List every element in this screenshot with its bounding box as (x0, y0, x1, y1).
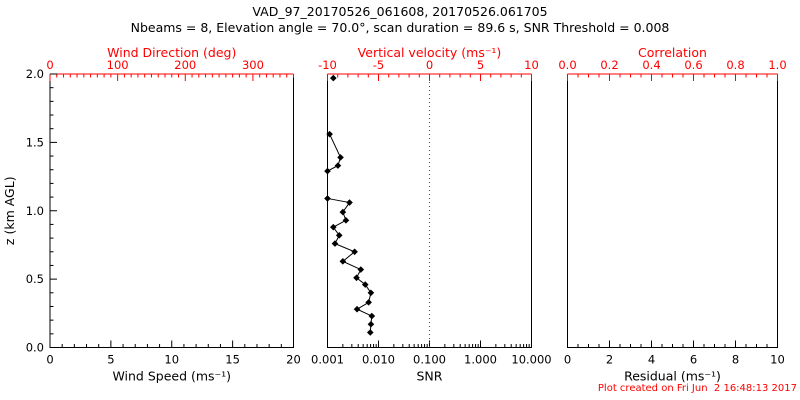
snr-data-point-marker (335, 232, 343, 239)
svg-text:2: 2 (606, 353, 613, 367)
svg-text:0.5: 0.5 (26, 272, 44, 286)
snr-profile-mid-line (327, 133, 342, 172)
wind-top-axis-title: Wind Direction (deg) (107, 45, 236, 60)
wind-frame (49, 74, 294, 348)
svg-text:15: 15 (225, 353, 240, 367)
wind-top-axis-ticks: 0 100 200 300 (46, 58, 294, 81)
snr-data-point-marker (366, 329, 374, 336)
svg-text:200: 200 (174, 58, 196, 72)
svg-text:0.100: 0.100 (413, 353, 446, 367)
snr-data-point-marker (346, 199, 353, 206)
panel-residual: 0 2 4 6 8 10 Residual (ms⁻¹) 0.0 0.2 0.4 0.6 0.8 1.0… (558, 45, 786, 384)
svg-text:0: 0 (426, 58, 433, 72)
snr-data-point-marker (353, 274, 360, 282)
wind-bottom-axis-ticks: 0 5 10 15 20 (46, 340, 301, 367)
svg-text:0: 0 (564, 353, 571, 367)
wind-bottom-axis-title: Wind Speed (ms⁻¹) (112, 369, 231, 384)
snr-data-point-marker (353, 305, 361, 313)
snr-data-point-marker (368, 312, 376, 320)
svg-text:0.001: 0.001 (311, 353, 344, 367)
plot-subtitle: Nbeams = 8, Elevation angle = 70.0°, sca… (130, 20, 670, 35)
svg-text:300: 300 (242, 58, 264, 72)
residual-bottom-axis-title: Residual (ms⁻¹) (624, 369, 721, 384)
snr-data-point-marker (324, 167, 331, 175)
plot-created-timestamp: Plot created on Fri Jun 2 16:48:13 2017 (597, 383, 797, 394)
panel-snr: 0.001 0.010 0.100 1.000 10.000 SNR -10 -5 0 5 10 Ve… (311, 45, 552, 384)
snr-data-point-marker (334, 162, 342, 169)
snr-bottom-axis-ticks: 0.001 0.010 0.100 1.000 10.000 (311, 340, 552, 367)
snr-data-point-marker (339, 258, 347, 265)
svg-text:10.000: 10.000 (511, 353, 551, 367)
snr-data-point-marker (367, 289, 375, 297)
svg-text:100: 100 (107, 58, 129, 72)
snr-data-point-marker (330, 74, 337, 82)
plot-title: VAD_97_20170526_061608, 20170526.061705 (252, 4, 548, 19)
svg-text:20: 20 (286, 353, 301, 367)
svg-text:5: 5 (107, 353, 114, 367)
svg-text:0.8: 0.8 (726, 58, 744, 72)
snr-bottom-axis-title: SNR (417, 369, 443, 384)
svg-text:-10: -10 (318, 58, 337, 72)
svg-text:-5: -5 (373, 58, 384, 72)
snr-data-point-marker (367, 320, 375, 328)
svg-text:2.0: 2.0 (26, 67, 44, 81)
snr-data-point-marker (337, 154, 344, 161)
svg-text:1.5: 1.5 (26, 135, 44, 149)
snr-profile-mid (324, 130, 344, 175)
svg-text:0: 0 (46, 353, 53, 367)
svg-text:0.6: 0.6 (684, 58, 702, 72)
svg-text:0: 0 (46, 58, 53, 72)
snr-data-point-marker (326, 130, 333, 138)
snr-data-point-marker (361, 281, 369, 288)
snr-data-point-marker (339, 208, 347, 216)
svg-text:0.010: 0.010 (362, 353, 395, 367)
residual-bottom-axis-ticks: 0 2 4 6 8 10 (564, 340, 785, 367)
residual-frame (567, 74, 778, 348)
svg-text:0.2: 0.2 (600, 58, 618, 72)
snr-data-point-marker (351, 248, 358, 256)
svg-text:10: 10 (524, 58, 539, 72)
residual-top-axis-title: Correlation (638, 45, 707, 60)
snr-top-axis-ticks: -10 -5 0 5 10 (318, 58, 539, 81)
snr-data-point-marker (357, 266, 365, 273)
svg-text:10: 10 (770, 353, 785, 367)
y-axis-title: z (km AGL) (2, 176, 17, 245)
y-axis-ticks: 0.0 0.5 1.0 1.5 2.0 (26, 67, 57, 355)
snr-profile-low (324, 195, 376, 336)
snr-data-point-marker (365, 299, 372, 306)
snr-data-point-marker (331, 240, 339, 247)
snr-data-point-marker (324, 195, 331, 202)
svg-text:0.0: 0.0 (26, 341, 44, 355)
svg-text:1.0: 1.0 (26, 204, 44, 218)
svg-text:6: 6 (690, 353, 697, 367)
snr-profile-top (330, 74, 337, 82)
panel-wind: 0 5 10 15 20 Wind Speed (ms⁻¹) 0 100 200 300 Wind … (2, 45, 301, 384)
snr-data-point-marker (330, 223, 337, 231)
snr-profile-low-line (327, 197, 373, 333)
svg-text:1.000: 1.000 (464, 353, 497, 367)
residual-top-axis-ticks: 0.0 0.2 0.4 0.6 0.8 1.0 (558, 58, 787, 81)
svg-text:10: 10 (164, 353, 179, 367)
snr-top-axis-title: Vertical velocity (ms⁻¹) (358, 45, 502, 60)
svg-text:0.0: 0.0 (558, 58, 576, 72)
snr-data-point-marker (342, 217, 350, 224)
svg-text:1.0: 1.0 (768, 58, 786, 72)
svg-text:4: 4 (648, 353, 655, 367)
svg-text:5: 5 (477, 58, 484, 72)
svg-text:0.4: 0.4 (642, 58, 660, 72)
svg-text:8: 8 (732, 353, 739, 367)
